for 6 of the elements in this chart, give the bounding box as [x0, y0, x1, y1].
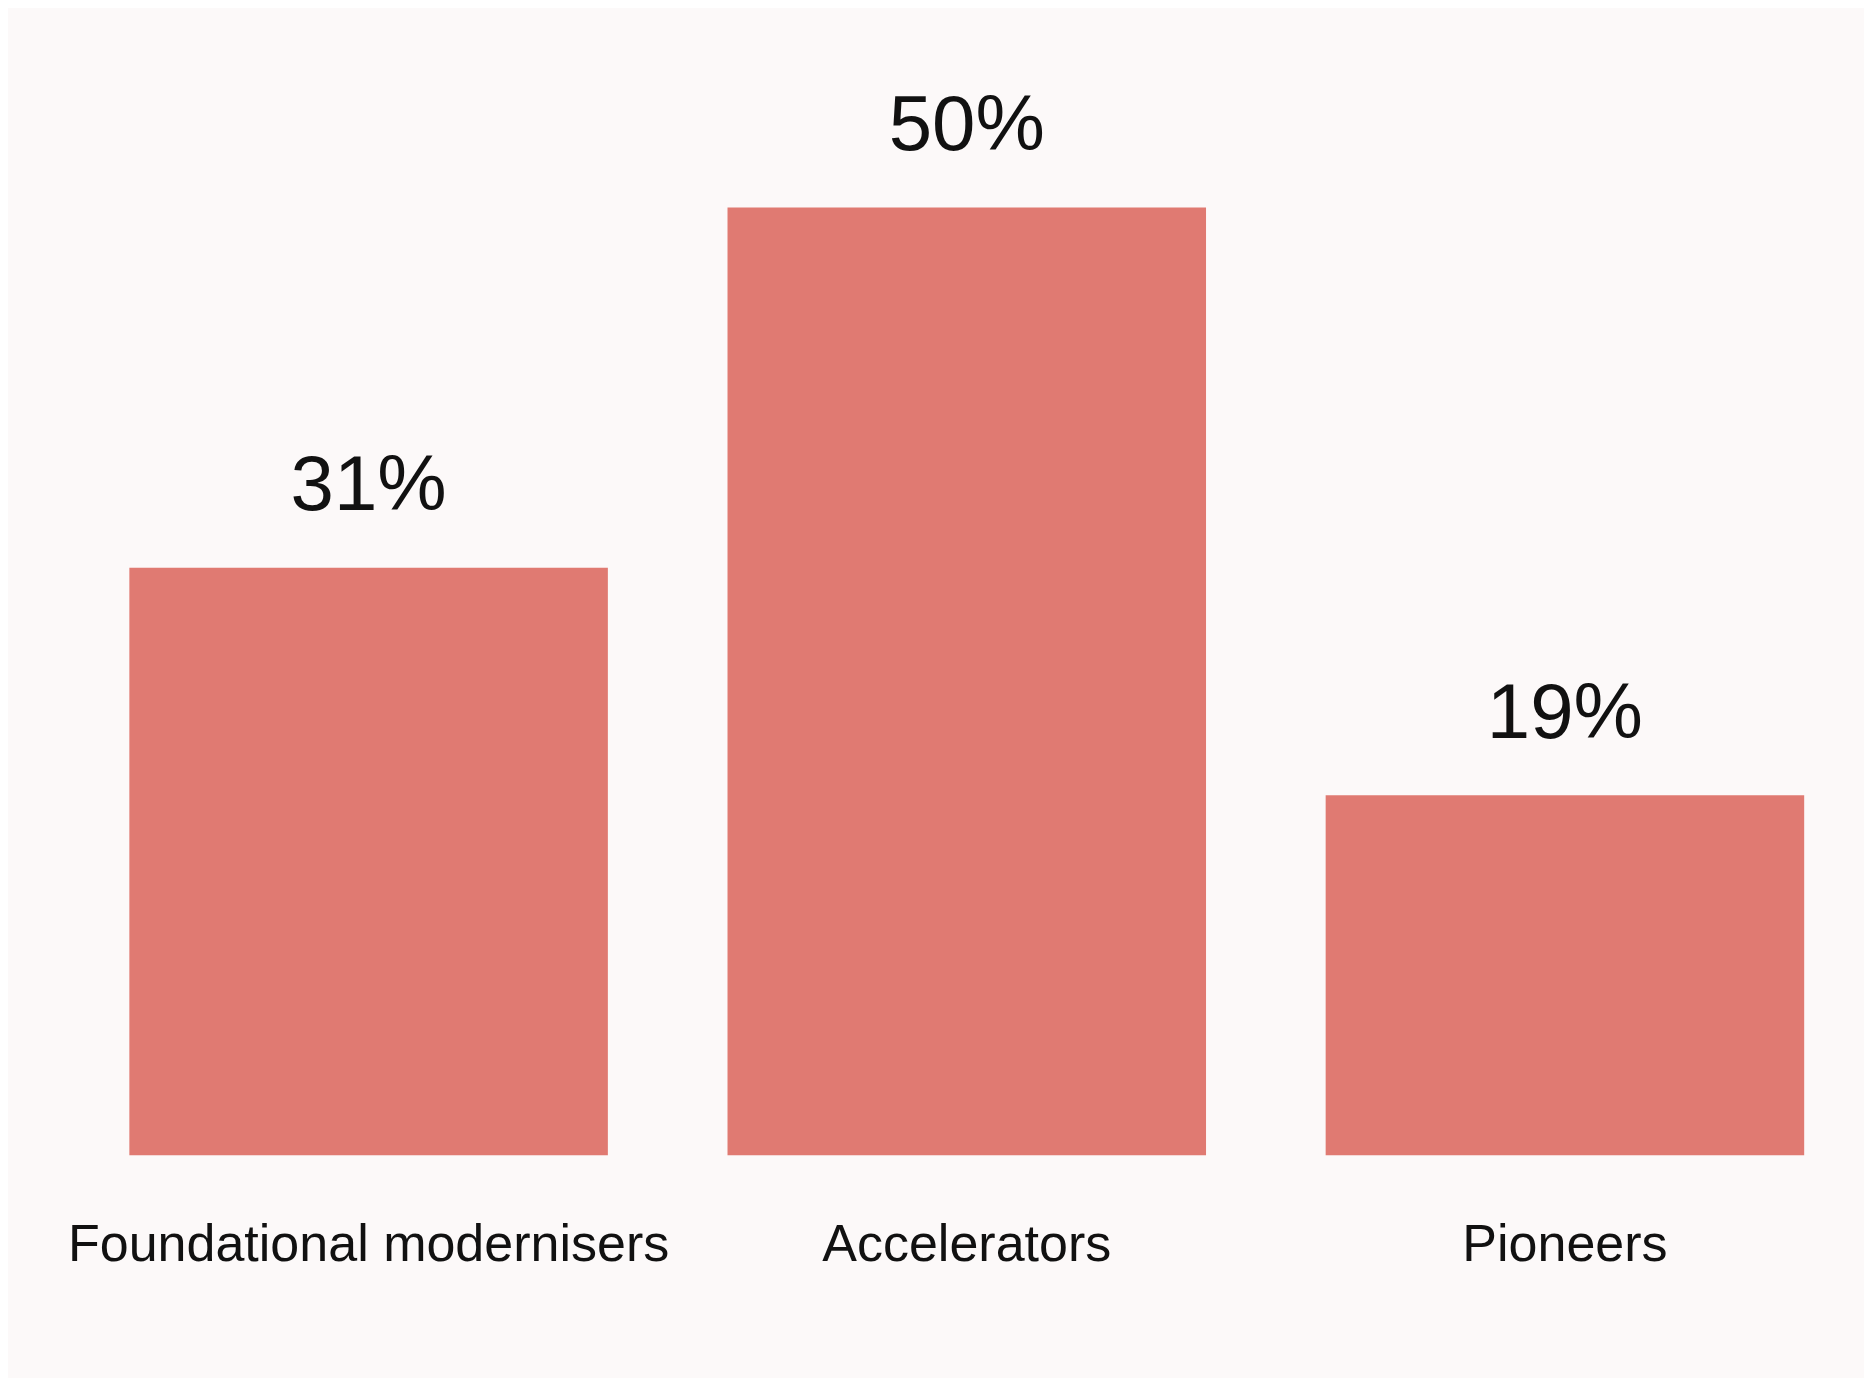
data-label: 31% — [290, 439, 447, 528]
data-label: 19% — [1486, 666, 1643, 755]
data-label: 50% — [888, 79, 1045, 168]
x-tick-label: Accelerators — [822, 1214, 1112, 1273]
x-tick-label: Foundational modernisers — [68, 1214, 670, 1273]
x-tick-label: Pioneers — [1462, 1214, 1668, 1273]
